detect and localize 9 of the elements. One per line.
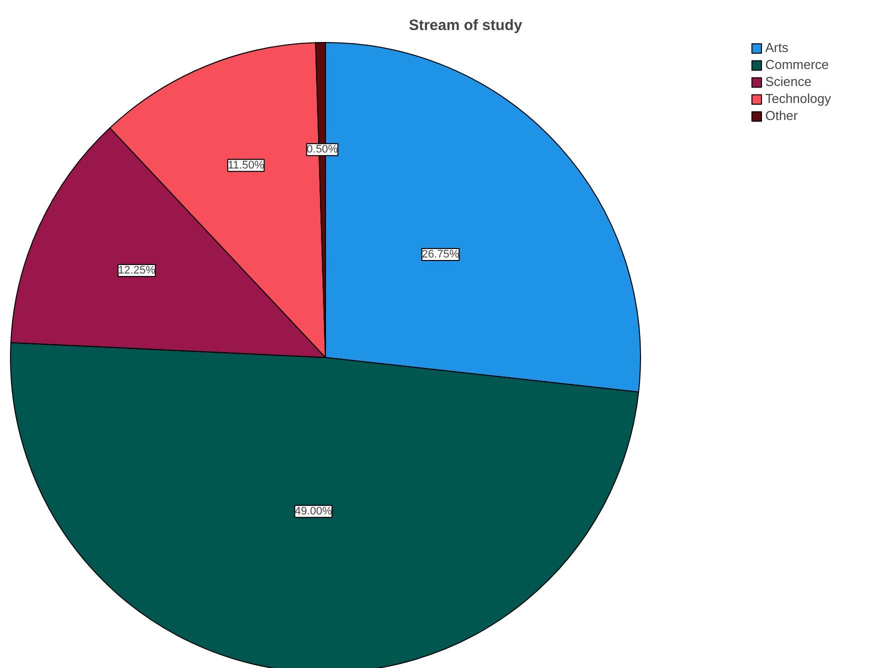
legend-label: Commerce xyxy=(765,57,829,72)
legend-label: Science xyxy=(765,74,812,89)
legend-label: Arts xyxy=(765,40,788,55)
data-label: 26.75% xyxy=(422,248,460,261)
data-label: 12.25% xyxy=(118,264,156,276)
legend-label: Other xyxy=(765,108,798,123)
data-label: 0.50% xyxy=(306,144,338,156)
legend-label: Technology xyxy=(765,91,831,106)
chart-title: Stream of study xyxy=(408,17,523,34)
